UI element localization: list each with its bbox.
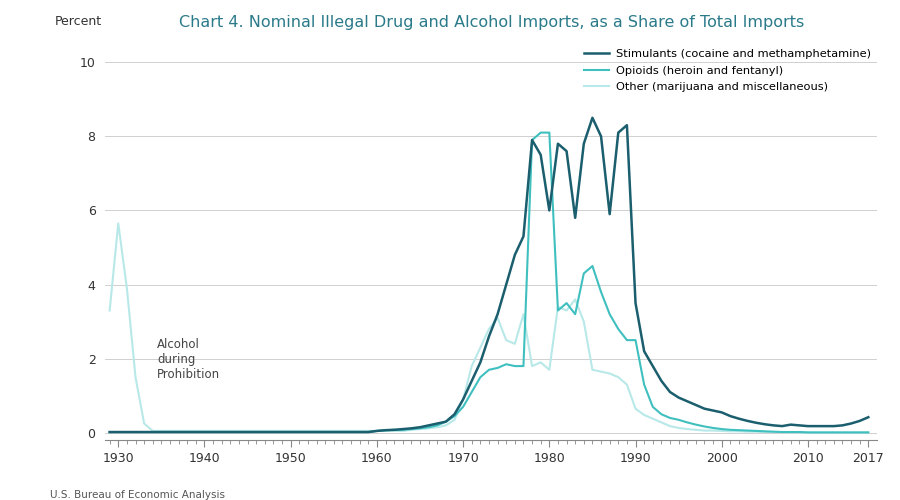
- Text: Percent: Percent: [55, 15, 103, 28]
- Text: U.S. Bureau of Economic Analysis: U.S. Bureau of Economic Analysis: [50, 490, 224, 500]
- Legend: Stimulants (cocaine and methamphetamine), Opioids (heroin and fentanyl), Other (: Stimulants (cocaine and methamphetamine)…: [584, 50, 871, 92]
- Title: Chart 4. Nominal Illegal Drug and Alcohol Imports, as a Share of Total Imports: Chart 4. Nominal Illegal Drug and Alcoho…: [178, 15, 804, 30]
- Text: Alcohol
during
Prohibition: Alcohol during Prohibition: [158, 338, 220, 382]
